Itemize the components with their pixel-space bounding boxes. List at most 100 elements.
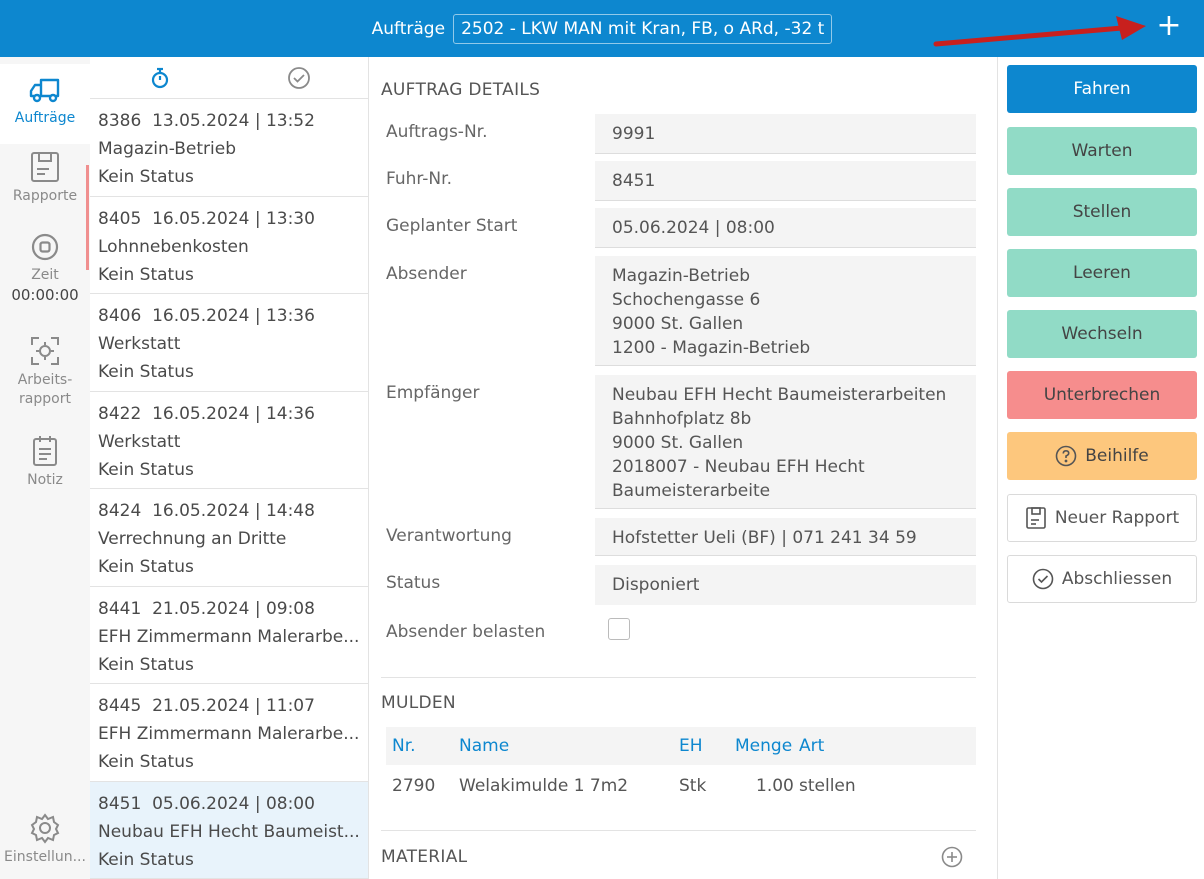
nav-label-rapport: rapport — [19, 391, 71, 407]
order-title: Werkstatt — [98, 334, 181, 354]
time-tracker-display: 00:00:00 — [11, 286, 79, 304]
nav-label-arbeits: Arbeits- — [17, 372, 73, 388]
section-title-material: MATERIAL — [381, 847, 468, 867]
address-line: 2018007 - Neubau EFH Hecht — [612, 457, 865, 477]
order-date: 16.05.2024 | 13:36 — [152, 306, 315, 326]
nav-label-zeit: Zeit — [31, 267, 59, 283]
list-item[interactable]: 8386 13.05.2024 | 13:52 Magazin-Betrieb … — [90, 99, 368, 197]
list-item[interactable]: 8445 21.05.2024 | 11:07 EFH Zimmermann M… — [90, 684, 368, 782]
absender-belasten-checkbox[interactable] — [608, 618, 630, 640]
abschliessen-label: Abschliessen — [1061, 569, 1173, 589]
col-eh: EH — [679, 736, 703, 756]
add-material-icon[interactable] — [941, 846, 963, 868]
gear-icon — [30, 813, 60, 844]
divider — [381, 677, 976, 678]
order-status: Kein Status — [98, 362, 194, 382]
action-panel: Fahren Warten Stellen Leeren Wechseln Un… — [997, 57, 1204, 879]
stopwatch-icon — [151, 67, 168, 88]
list-item[interactable]: 8441 21.05.2024 | 09:08 EFH Zimmermann M… — [90, 587, 368, 684]
vehicle-select[interactable]: 2502 - LKW MAN mit Kran, FB, o ARd, -32 … — [453, 13, 833, 44]
table-row[interactable]: 2790 Welakimulde 1 7m2 Stk 1.00 stellen — [386, 767, 976, 805]
nav-label-auftraege: Aufträge — [14, 110, 76, 126]
col-menge: Menge — [735, 736, 793, 756]
field-value: Neubau EFH Hecht Baumeisterarbeiten Bahn… — [595, 375, 976, 509]
list-item[interactable]: 8424 16.05.2024 | 14:48 Verrechnung an D… — [90, 489, 368, 587]
order-number: 8445 — [98, 696, 142, 716]
beihilfe-label: Beihilfe — [1085, 446, 1149, 466]
order-date: 16.05.2024 | 14:36 — [152, 403, 315, 424]
order-date: 05.06.2024 | 08:00 — [152, 793, 315, 814]
tab-open-orders[interactable] — [90, 57, 229, 98]
nav-item-arbeitsrapport[interactable]: Arbeits-rapport — [0, 335, 90, 420]
field-absender-belasten: Absender belasten — [386, 614, 976, 648]
address-line: Bahnhofplatz 8b — [612, 409, 752, 429]
field-auftrags-nr: Auftrags-Nr. 9991 — [386, 114, 976, 154]
nav-item-einstellungen[interactable]: Einstellun... — [0, 812, 90, 877]
tab-completed-orders[interactable] — [229, 57, 368, 98]
warten-button[interactable]: Warten — [1007, 127, 1197, 175]
field-empfaenger: Empfänger Neubau EFH Hecht Baumeisterarb… — [386, 375, 976, 509]
field-label: Verantwortung — [386, 526, 512, 546]
nav-label-rapporte: Rapporte — [12, 188, 78, 204]
address-line: Schochengasse 6 — [612, 290, 761, 310]
clipboard-icon — [1026, 507, 1046, 529]
col-art: Art — [799, 736, 825, 756]
field-status: Status Disponiert — [386, 565, 976, 605]
nav-item-zeit[interactable]: Zeit 00:00:00 — [0, 232, 90, 322]
field-value: 8451 — [595, 161, 976, 201]
wechseln-button[interactable]: Wechseln — [1007, 310, 1197, 358]
section-title-details: AUFTRAG DETAILS — [381, 80, 541, 100]
col-nr: Nr. — [392, 736, 416, 756]
field-value: 9991 — [595, 114, 976, 154]
nav-item-auftraege[interactable]: Aufträge — [0, 64, 90, 144]
order-list: 8386 13.05.2024 | 13:52 Magazin-Betrieb … — [90, 57, 369, 879]
address-line: Baumeisterarbeite — [612, 481, 771, 501]
order-number: 8386 — [98, 111, 142, 131]
abschliessen-button[interactable]: Abschliessen — [1007, 555, 1197, 603]
order-status: Kein Status — [98, 849, 194, 870]
order-date: 21.05.2024 | 11:07 — [152, 696, 315, 716]
address-line: 9000 St. Gallen — [612, 433, 744, 453]
neuer-rapport-button[interactable]: Neuer Rapport — [1007, 494, 1197, 542]
list-item[interactable]: 8406 16.05.2024 | 13:36 Werkstatt Kein S… — [90, 294, 368, 392]
field-absender: Absender Magazin-Betrieb Schochengasse 6… — [386, 256, 976, 366]
nav-item-notiz[interactable]: Notiz — [0, 435, 90, 505]
cell-art: stellen — [799, 776, 856, 796]
address-line: Neubau EFH Hecht Baumeisterarbeiten — [612, 385, 947, 405]
list-item[interactable]: 8422 16.05.2024 | 14:36 Werkstatt Kein S… — [90, 392, 368, 489]
clipboard-icon — [31, 152, 59, 182]
check-circle-icon — [287, 66, 310, 89]
leeren-button[interactable]: Leeren — [1007, 249, 1197, 297]
fahren-button[interactable]: Fahren — [1007, 65, 1197, 113]
cell-nr: 2790 — [392, 776, 436, 796]
field-label: Geplanter Start — [386, 216, 518, 236]
add-order-button[interactable]: + — [1156, 8, 1182, 43]
order-number: 8451 — [98, 793, 142, 814]
stellen-button[interactable]: Stellen — [1007, 188, 1197, 236]
field-value: 05.06.2024 | 08:00 — [595, 208, 976, 248]
order-number: 8405 — [98, 208, 142, 229]
section-title-mulden: MULDEN — [381, 693, 456, 713]
col-name: Name — [459, 736, 510, 756]
address-line: 1200 - Magazin-Betrieb — [612, 338, 811, 358]
field-fuhr-nr: Fuhr-Nr. 8451 — [386, 161, 976, 201]
check-circle-icon — [1032, 568, 1054, 590]
help-circle-icon — [1055, 445, 1077, 467]
cell-name: Welakimulde 1 7m2 — [459, 776, 629, 796]
annotation-arrow-icon — [933, 16, 1146, 47]
field-value: Magazin-Betrieb Schochengasse 6 9000 St.… — [595, 256, 976, 366]
unterbrechen-button[interactable]: Unterbrechen — [1007, 371, 1197, 419]
truck-icon — [29, 78, 60, 103]
order-status: Kein Status — [98, 654, 194, 675]
nav-item-rapporte[interactable]: Rapporte — [0, 151, 90, 221]
list-item[interactable]: 8405 16.05.2024 | 13:30 Lohnnebenkosten … — [90, 197, 368, 294]
neuer-rapport-label: Neuer Rapport — [1054, 508, 1180, 528]
cell-eh: Stk — [679, 776, 707, 796]
mulden-table-header: Nr. Name EH Menge Art — [386, 727, 976, 765]
field-value: Disponiert — [595, 565, 976, 605]
stop-icon — [31, 233, 59, 261]
sidebar-nav: Aufträge Rapporte Zeit 00:00:00 Arbeits-… — [0, 57, 90, 879]
order-status: Kein Status — [98, 557, 194, 577]
list-item-selected[interactable]: 8451 05.06.2024 | 08:00 Neubau EFH Hecht… — [90, 781, 368, 879]
beihilfe-button[interactable]: Beihilfe — [1007, 432, 1197, 480]
